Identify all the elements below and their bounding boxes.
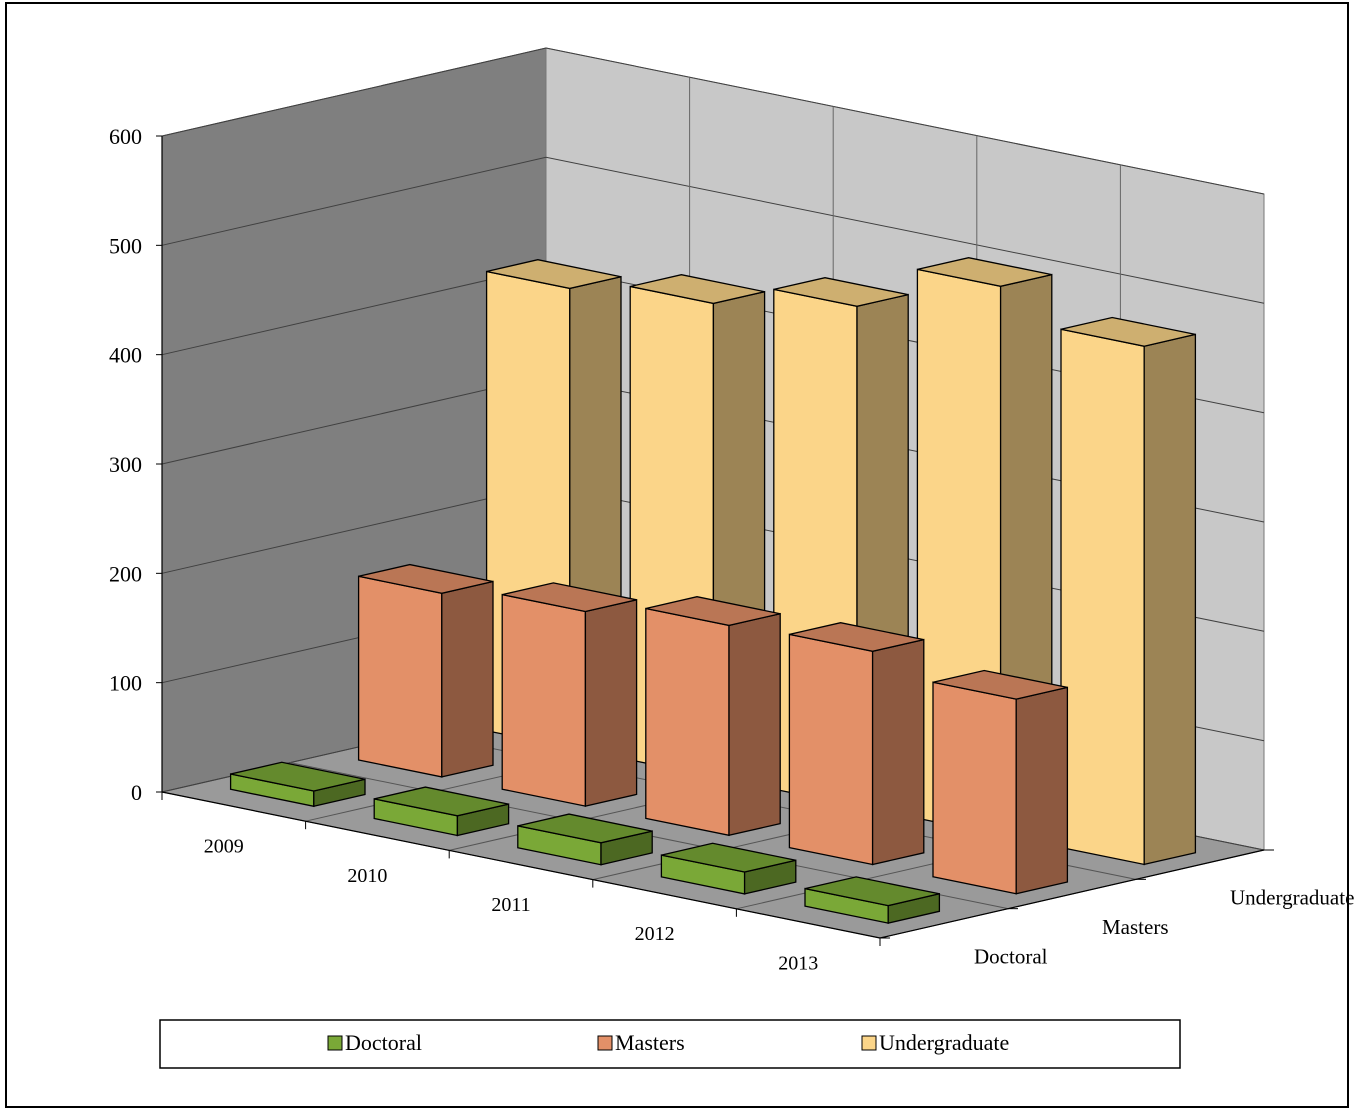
x-tick-label: 2013 bbox=[778, 952, 818, 974]
bar-front-face bbox=[788, 633, 874, 866]
series-axis-label: Undergraduate bbox=[1230, 886, 1354, 910]
series-axis-label: Masters bbox=[1102, 915, 1169, 939]
series-axis-label: Doctoral bbox=[974, 944, 1048, 968]
chart-bars bbox=[229, 257, 1197, 924]
y-tick-label: 200 bbox=[109, 561, 142, 586]
legend-label-doctoral: Doctoral bbox=[345, 1030, 422, 1055]
bar-top-face bbox=[517, 813, 653, 844]
bar-top-face bbox=[502, 582, 637, 613]
bar-masters-2012 bbox=[788, 622, 925, 866]
bar-top-face bbox=[804, 876, 940, 907]
bar-doctoral-2013 bbox=[804, 876, 941, 924]
bar-front-face bbox=[932, 681, 1017, 895]
bar-top-face bbox=[645, 596, 781, 627]
legend-swatch-masters bbox=[597, 1035, 613, 1051]
chart-legend: Doctoral Masters Undergraduate bbox=[159, 1019, 1181, 1069]
bar-front-face bbox=[645, 607, 730, 837]
legend-label-masters: Masters bbox=[615, 1030, 685, 1055]
bar-top-face bbox=[374, 786, 509, 817]
legend-label-undergraduate: Undergraduate bbox=[879, 1030, 1009, 1055]
bar-doctoral-2009 bbox=[229, 761, 366, 808]
category-axis-line bbox=[161, 791, 881, 939]
bar-undergraduate-2013 bbox=[1060, 316, 1197, 866]
y-tick-label: 300 bbox=[109, 452, 142, 477]
bar-doctoral-2011 bbox=[517, 813, 653, 866]
bar-masters-2011 bbox=[645, 596, 781, 837]
bar-top-face bbox=[773, 277, 909, 307]
bar-front-face bbox=[1060, 328, 1145, 866]
y-tick-label: 0 bbox=[131, 780, 142, 805]
bar-top-face bbox=[917, 257, 1052, 287]
bar-side-face bbox=[441, 580, 494, 778]
x-tick-label: 2012 bbox=[635, 923, 675, 945]
legend-swatch-undergraduate bbox=[861, 1035, 877, 1051]
bar-masters-2010 bbox=[501, 582, 638, 807]
bar-doctoral-2012 bbox=[660, 842, 797, 895]
bar-side-face bbox=[1015, 686, 1069, 895]
y-tick-label: 100 bbox=[109, 671, 142, 696]
x-tick-label: 2011 bbox=[491, 894, 530, 916]
y-tick-label: 400 bbox=[109, 343, 142, 368]
bar-top-face bbox=[661, 842, 796, 873]
bar-masters-2009 bbox=[357, 563, 494, 778]
legend-swatch-doctoral bbox=[327, 1035, 343, 1051]
bar-masters-2013 bbox=[932, 669, 1069, 895]
bar-front-face bbox=[357, 575, 443, 778]
bar-side-face bbox=[728, 612, 781, 837]
bar-side-face bbox=[1143, 333, 1197, 866]
chart-axes: 0 100 200 300 400 500 600 2009 2010 2011 2012 2013 D… bbox=[109, 124, 1354, 974]
bar-top-face bbox=[230, 761, 366, 792]
bar-front-face bbox=[501, 593, 587, 807]
bar-side-face bbox=[871, 638, 925, 866]
gridline-y bbox=[161, 47, 1265, 195]
gridline-y bbox=[161, 156, 1265, 304]
series-axis-line bbox=[879, 849, 1265, 939]
bar-top-face bbox=[789, 622, 924, 652]
bar-top-face bbox=[486, 259, 622, 290]
bar-top-face bbox=[358, 563, 494, 594]
bar-top-face bbox=[1060, 316, 1196, 347]
x-tick-label: 2009 bbox=[204, 836, 244, 858]
x-tick-label: 2010 bbox=[347, 865, 387, 887]
bar-side-face bbox=[584, 598, 638, 807]
y-tick-label: 500 bbox=[109, 233, 142, 258]
bar-top-face bbox=[630, 274, 765, 305]
y-tick-label: 600 bbox=[109, 124, 142, 149]
bar-doctoral-2010 bbox=[373, 786, 510, 837]
bar-top-face bbox=[932, 669, 1068, 700]
